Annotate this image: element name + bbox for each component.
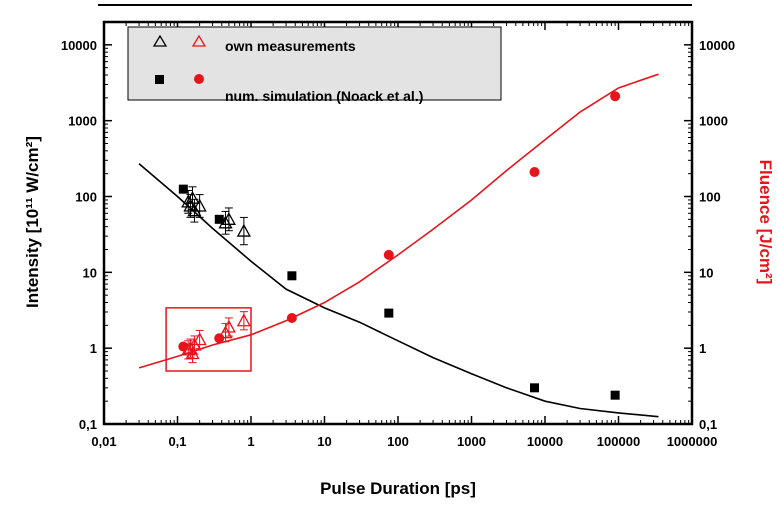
data-point-triangle <box>221 211 236 225</box>
data-point-square <box>287 271 297 281</box>
y-left-tick-label: 0,1 <box>79 417 97 432</box>
x-tick-label: 10000 <box>527 434 563 449</box>
y-axis-left-title: Intensity [10¹¹ W/cm²] <box>23 136 42 308</box>
legend-filled-circle-red-icon <box>194 74 204 84</box>
x-tick-label: 0,01 <box>91 434 116 449</box>
legend: own measurements num. simulation (Noack … <box>127 26 502 104</box>
legend-label-measurements: own measurements <box>225 38 356 54</box>
data-point-square <box>214 214 224 224</box>
x-tick-label: 10 <box>317 434 331 449</box>
data-marks <box>178 91 621 400</box>
y-axis-right-title: Fluence [J/cm²] <box>756 160 775 285</box>
highlight-box <box>165 307 252 372</box>
data-point-circle <box>383 249 394 260</box>
intensity-fit-line <box>138 163 659 418</box>
data-point-triangle <box>221 319 236 333</box>
x-tick-label: 1 <box>247 434 254 449</box>
data-point-triangle <box>185 346 200 360</box>
data-point-square <box>530 383 540 393</box>
y-right-tick-label: 1000 <box>699 114 728 129</box>
data-point-triangle <box>236 223 251 237</box>
y-right-tick-label: 10000 <box>699 38 735 53</box>
x-tick-label: 1000000 <box>667 434 718 449</box>
legend-label-simulation: num. simulation (Noack et al.) <box>225 88 423 104</box>
data-point-square <box>384 308 394 318</box>
x-tick-label: 100000 <box>597 434 640 449</box>
y-right-tick-label: 10 <box>699 265 713 280</box>
data-point-circle <box>286 312 297 323</box>
x-tick-label: 1000 <box>457 434 486 449</box>
tick-labels: 0,01 0,1 1 10 100 1000 10000 100000 1000000 0,1 1 1… <box>61 38 735 449</box>
x-axis-title: Pulse Duration [ps] <box>320 479 476 498</box>
data-point-square <box>610 390 620 400</box>
x-tick-label: 0,1 <box>168 434 186 449</box>
data-point-triangle <box>183 340 198 354</box>
legend-open-triangle-red-icon <box>191 34 207 47</box>
data-point-triangle <box>236 313 251 327</box>
y-left-tick-label: 10 <box>83 265 97 280</box>
data-point-circle <box>610 91 621 102</box>
data-point-triangle <box>192 198 207 212</box>
x-tick-label: 100 <box>387 434 409 449</box>
legend-open-triangle-black-icon <box>152 34 168 47</box>
y-left-tick-label: 100 <box>75 189 97 204</box>
data-point-triangle <box>185 190 200 204</box>
legend-box <box>127 26 502 101</box>
y-right-tick-label: 1 <box>699 341 706 356</box>
data-point-square <box>178 184 188 194</box>
y-left-tick-label: 1 <box>90 341 97 356</box>
y-right-tick-label: 100 <box>699 189 721 204</box>
legend-filled-square-icon <box>155 75 164 84</box>
ticks <box>103 21 693 425</box>
data-point-triangle <box>187 203 202 217</box>
data-point-triangle <box>192 332 207 346</box>
y-right-tick-label: 0,1 <box>699 417 717 432</box>
y-left-tick-label: 10000 <box>61 38 97 53</box>
y-left-tick-label: 1000 <box>68 114 97 129</box>
fit-lines <box>138 73 659 418</box>
data-point-circle <box>529 167 540 178</box>
